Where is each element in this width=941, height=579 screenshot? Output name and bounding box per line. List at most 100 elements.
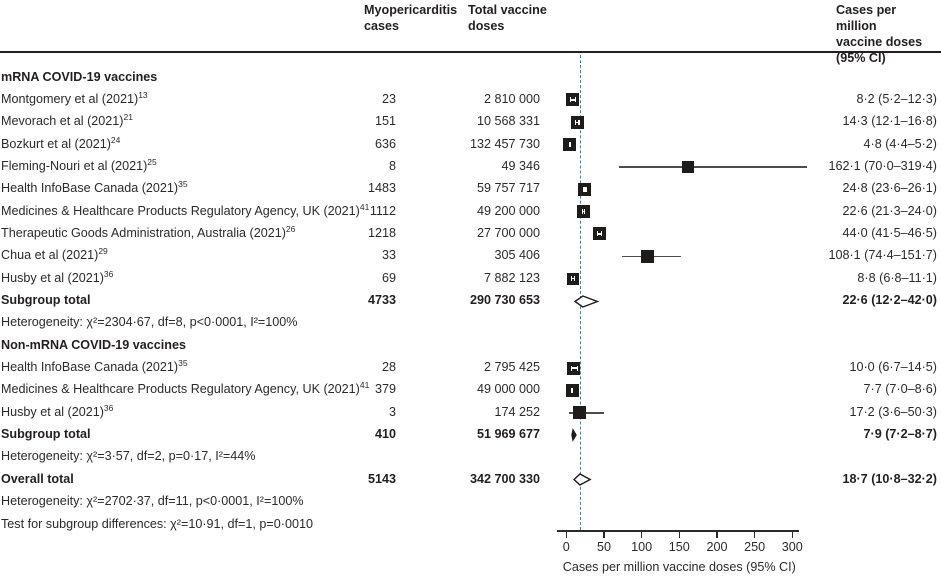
study-label: Bozkurt et al (2021)24 bbox=[1, 134, 121, 151]
estimate-value: 24·8 (23·6–26·1) bbox=[842, 181, 937, 196]
column-header-estimate: Cases per million vaccine doses (95% CI) bbox=[836, 3, 923, 65]
reference-superscript: 35 bbox=[178, 357, 188, 368]
estimate-value: 44·0 (41·5–46·5) bbox=[842, 225, 937, 240]
inner-ci-white-cap bbox=[578, 119, 580, 125]
x-tick-label: 100 bbox=[631, 540, 653, 554]
inner-ci-white-line bbox=[597, 233, 602, 235]
x-tick-label: 200 bbox=[706, 540, 728, 554]
doses-value: 342 700 330 bbox=[469, 471, 540, 486]
inner-ci-white-cap bbox=[581, 209, 583, 215]
cases-value: 1483 bbox=[367, 181, 396, 196]
reference-superscript: 41 bbox=[359, 380, 370, 391]
x-tick-label: 150 bbox=[668, 540, 690, 554]
inner-ci-white-line bbox=[571, 367, 578, 369]
inner-ci-white-cap bbox=[574, 97, 577, 103]
inner-ci-white-line bbox=[575, 121, 579, 123]
column-header-cases: Myopericarditis cases bbox=[364, 3, 458, 33]
reference-superscript: 35 bbox=[178, 179, 188, 190]
reference-dashed-line bbox=[579, 55, 581, 530]
estimate-value: 22·6 (21·3–24·0) bbox=[842, 203, 937, 218]
header-rule bbox=[0, 51, 941, 53]
doses-value: 10 568 331 bbox=[476, 114, 540, 129]
doses-value: 7 882 123 bbox=[483, 270, 540, 285]
cases-value: 636 bbox=[374, 136, 396, 151]
group-label: mRNA COVID-19 vaccines bbox=[1, 69, 158, 84]
reference-superscript: 36 bbox=[103, 268, 114, 279]
stat-label: Heterogeneity: χ²=3·57, df=2, p=0·17, I²… bbox=[1, 449, 256, 464]
x-tick-label: 50 bbox=[596, 540, 611, 554]
inner-ci-white-cap bbox=[574, 276, 576, 282]
cases-value: 1218 bbox=[367, 225, 396, 240]
doses-value: 51 969 677 bbox=[476, 427, 540, 442]
reference-superscript: 25 bbox=[147, 156, 157, 167]
x-tick bbox=[791, 531, 793, 538]
inner-ci-white-line bbox=[571, 389, 573, 392]
doses-value: 49 200 000 bbox=[476, 203, 540, 218]
reference-superscript: 21 bbox=[123, 112, 133, 122]
x-axis-title: Cases per million vaccine doses (95% CI) bbox=[562, 560, 796, 574]
inner-ci-white-cap bbox=[576, 365, 578, 371]
study-label: Husby et al (2021)36 bbox=[1, 268, 114, 285]
study-label: Husby et al (2021)36 bbox=[1, 402, 114, 419]
x-tick bbox=[754, 531, 756, 538]
cases-value: 69 bbox=[381, 270, 396, 285]
reference-superscript: 29 bbox=[98, 246, 108, 257]
cases-value: 33 bbox=[381, 248, 396, 263]
estimate-value: 8·8 (6·8–11·1) bbox=[857, 270, 937, 285]
cases-value: 23 bbox=[381, 91, 396, 106]
inner-ci-white-cap bbox=[585, 186, 587, 192]
cases-value: 8 bbox=[388, 158, 396, 173]
ci-line bbox=[569, 411, 605, 414]
cases-value: 28 bbox=[381, 360, 396, 375]
stat-label: Test for subgroup differences: χ²=10·91,… bbox=[1, 516, 313, 531]
study-label: Health InfoBase Canada (2021)35 bbox=[1, 357, 188, 375]
inner-ci-white-cap bbox=[583, 209, 585, 215]
stat-label: Heterogeneity: χ²=2304·67, df=8, p<0·000… bbox=[1, 315, 298, 330]
doses-value: 27 700 000 bbox=[476, 225, 540, 240]
inner-ci-white-cap bbox=[569, 97, 571, 103]
x-tick bbox=[678, 531, 680, 538]
estimate-value: 10·0 (6·7–14·5) bbox=[849, 360, 937, 375]
inner-ci-white-cap bbox=[572, 387, 574, 393]
estimate-value: 4·8 (4·4–5·2) bbox=[863, 136, 938, 151]
doses-value: 2 810 000 bbox=[483, 91, 540, 106]
inner-ci-white-cap bbox=[583, 186, 585, 192]
doses-value: 2 795 425 bbox=[483, 360, 540, 375]
cases-value: 5143 bbox=[367, 471, 396, 486]
estimate-value: 108·1 (74·4–151·7) bbox=[828, 248, 937, 263]
x-tick bbox=[641, 531, 643, 538]
reference-superscript: 36 bbox=[103, 402, 114, 413]
reference-superscript: 41 bbox=[359, 201, 370, 212]
inner-ci-white-cap bbox=[574, 119, 576, 125]
inner-ci-white-line bbox=[571, 277, 575, 280]
cases-value: 3 bbox=[388, 404, 396, 419]
study-label: Mevorach et al (2021)21 bbox=[1, 112, 133, 129]
x-tick-label: 250 bbox=[744, 540, 766, 554]
estimate-value: 17·2 (3·6–50·3) bbox=[849, 404, 937, 419]
study-label: Chua et al (2021)29 bbox=[1, 246, 108, 263]
estimate-value: 7·7 (7·0–8·6) bbox=[863, 382, 938, 397]
cases-value: 410 bbox=[374, 427, 396, 442]
doses-value: 290 730 653 bbox=[469, 293, 540, 307]
inner-ci-white-cap bbox=[570, 387, 573, 393]
group-label: Non-mRNA COVID-19 vaccines bbox=[1, 337, 186, 352]
cases-value: 379 bbox=[374, 382, 396, 397]
study-label: Medicines & Healthcare Products Regulato… bbox=[1, 201, 370, 218]
point-square bbox=[572, 406, 586, 420]
summary-diamond bbox=[574, 294, 600, 308]
subtotal-label: Overall total bbox=[1, 471, 74, 486]
doses-value: 49 000 000 bbox=[476, 382, 540, 397]
point-square bbox=[641, 249, 655, 263]
inner-ci-white-line bbox=[570, 99, 576, 101]
column-header-doses: Total vaccine doses bbox=[468, 3, 547, 33]
inner-ci-white-cap bbox=[600, 231, 602, 237]
summary-diamond bbox=[571, 428, 577, 443]
inner-ci-white-cap bbox=[570, 276, 572, 282]
x-tick bbox=[603, 531, 605, 538]
estimate-value: 14·3 (12·1–16·8) bbox=[842, 114, 937, 129]
reference-superscript: 26 bbox=[285, 223, 296, 234]
estimate-value: 8·2 (5·2–12·3) bbox=[856, 91, 937, 106]
study-label: Therapeutic Goods Administration, Austra… bbox=[1, 223, 296, 240]
inner-ci-white-cap bbox=[569, 142, 571, 148]
